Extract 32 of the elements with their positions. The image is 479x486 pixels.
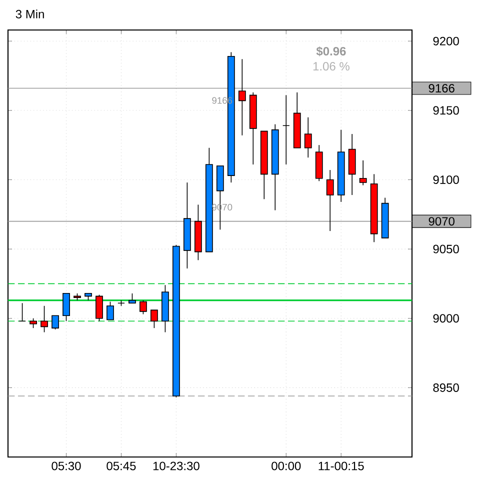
candlestick (337, 129, 345, 202)
candlestick (205, 147, 213, 252)
candlestick (183, 182, 191, 269)
candlestick (359, 160, 367, 186)
x-tick-label: 05:30 (52, 462, 81, 470)
y-tick-label: 8950 (433, 383, 459, 392)
candlestick (260, 130, 268, 200)
ref-line-label: 9070 (428, 217, 454, 226)
candlestick (238, 58, 246, 136)
chart-title: 3 Min (16, 10, 44, 18)
x-tick-label: 05:45 (106, 462, 136, 470)
candlestick (381, 197, 389, 238)
candlestick (304, 116, 312, 158)
y-tick-label: 9150 (433, 106, 459, 115)
x-tick-label: 00:00 (272, 462, 301, 470)
ref-line-label: 9166 (428, 84, 454, 92)
y-tick-label: 9050 (433, 244, 459, 254)
annotation: 1.06 % (313, 62, 350, 71)
candlestick (348, 134, 356, 196)
x-tick-label: 10-23:30 (153, 462, 200, 470)
x-tick-label: 11-00:15 (318, 462, 364, 470)
y-tick-label: 9000 (433, 314, 459, 323)
annotation: $0.96 (316, 46, 346, 56)
candlestick (315, 144, 323, 182)
candlestick (370, 174, 378, 243)
y-tick-label: 9100 (433, 175, 459, 184)
y-tick-label: 9200 (433, 36, 459, 46)
candlestick (18, 302, 26, 322)
candlestick (293, 92, 301, 148)
candlestick (282, 94, 290, 165)
candlestick (326, 170, 334, 232)
candlestick (271, 124, 279, 211)
